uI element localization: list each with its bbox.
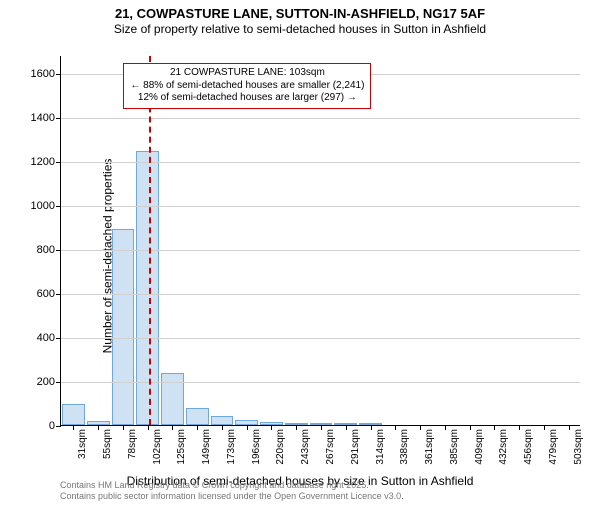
gridline xyxy=(61,162,580,163)
xtick-label: 479sqm xyxy=(548,429,559,465)
xtick-label: 149sqm xyxy=(201,429,212,465)
xtick-mark xyxy=(296,425,297,430)
xtick-mark xyxy=(346,425,347,430)
xtick-label: 173sqm xyxy=(226,429,237,465)
ytick-label: 1000 xyxy=(31,200,55,212)
xtick-label: 220sqm xyxy=(275,429,286,465)
xtick-mark xyxy=(197,425,198,430)
attribution-line-1: Contains HM Land Registry data © Crown c… xyxy=(60,480,404,491)
xtick-mark xyxy=(172,425,173,430)
xtick-label: 361sqm xyxy=(424,429,435,465)
xtick-mark xyxy=(148,425,149,430)
xtick-label: 338sqm xyxy=(399,429,410,465)
attribution-line-2: Contains public sector information licen… xyxy=(60,491,404,502)
page-subtitle: Size of property relative to semi-detach… xyxy=(0,22,600,36)
histogram-bar xyxy=(112,229,135,425)
xtick-mark xyxy=(73,425,74,430)
annotation-line-3: 12% of semi-detached houses are larger (… xyxy=(130,92,364,105)
gridline xyxy=(61,206,580,207)
xtick-label: 385sqm xyxy=(449,429,460,465)
ytick-label: 600 xyxy=(37,288,55,300)
gridline xyxy=(61,250,580,251)
bars-container xyxy=(61,56,580,425)
property-marker-line xyxy=(149,56,151,425)
ytick-mark xyxy=(56,206,61,207)
xtick-mark xyxy=(222,425,223,430)
xtick-mark xyxy=(395,425,396,430)
xtick-mark xyxy=(98,425,99,430)
ytick-label: 1600 xyxy=(31,68,55,80)
xtick-mark xyxy=(470,425,471,430)
ytick-mark xyxy=(56,382,61,383)
ytick-mark xyxy=(56,74,61,75)
ytick-label: 1400 xyxy=(31,112,55,124)
xtick-mark xyxy=(247,425,248,430)
page-title: 21, COWPASTURE LANE, SUTTON-IN-ASHFIELD,… xyxy=(0,6,600,21)
ytick-mark xyxy=(56,162,61,163)
ytick-mark xyxy=(56,426,61,427)
gridline xyxy=(61,118,580,119)
ytick-label: 800 xyxy=(37,244,55,256)
xtick-label: 196sqm xyxy=(251,429,262,465)
plot-region: 0200400600800100012001400160031sqm55sqm7… xyxy=(60,56,580,426)
xtick-mark xyxy=(123,425,124,430)
attribution: Contains HM Land Registry data © Crown c… xyxy=(60,480,404,502)
annotation-line-2: ← 88% of semi-detached houses are smalle… xyxy=(130,80,364,93)
ytick-label: 200 xyxy=(37,376,55,388)
xtick-mark xyxy=(544,425,545,430)
xtick-mark xyxy=(271,425,272,430)
gridline xyxy=(61,382,580,383)
gridline xyxy=(61,294,580,295)
xtick-label: 409sqm xyxy=(474,429,485,465)
xtick-mark xyxy=(519,425,520,430)
xtick-mark xyxy=(321,425,322,430)
gridline xyxy=(61,338,580,339)
ytick-label: 1200 xyxy=(31,156,55,168)
xtick-label: 314sqm xyxy=(375,429,386,465)
xtick-mark xyxy=(445,425,446,430)
xtick-label: 243sqm xyxy=(300,429,311,465)
chart-area: 0200400600800100012001400160031sqm55sqm7… xyxy=(60,56,580,426)
histogram-bar xyxy=(62,404,85,425)
xtick-mark xyxy=(494,425,495,430)
xtick-label: 432sqm xyxy=(498,429,509,465)
ytick-label: 0 xyxy=(49,420,55,432)
ytick-mark xyxy=(56,118,61,119)
xtick-label: 31sqm xyxy=(77,429,88,459)
histogram-bar xyxy=(136,151,159,425)
annotation-box: 21 COWPASTURE LANE: 103sqm← 88% of semi-… xyxy=(123,63,371,109)
xtick-label: 503sqm xyxy=(573,429,584,465)
ytick-label: 400 xyxy=(37,332,55,344)
ytick-mark xyxy=(56,338,61,339)
xtick-label: 125sqm xyxy=(176,429,187,465)
ytick-mark xyxy=(56,294,61,295)
xtick-label: 291sqm xyxy=(350,429,361,465)
xtick-label: 456sqm xyxy=(523,429,534,465)
xtick-label: 102sqm xyxy=(152,429,163,465)
xtick-mark xyxy=(420,425,421,430)
xtick-label: 78sqm xyxy=(127,429,138,459)
xtick-mark xyxy=(569,425,570,430)
histogram-bar xyxy=(211,416,234,425)
xtick-label: 267sqm xyxy=(325,429,336,465)
ytick-mark xyxy=(56,250,61,251)
xtick-mark xyxy=(371,425,372,430)
annotation-line-1: 21 COWPASTURE LANE: 103sqm xyxy=(130,67,364,80)
xtick-label: 55sqm xyxy=(102,429,113,459)
histogram-bar xyxy=(186,408,209,425)
